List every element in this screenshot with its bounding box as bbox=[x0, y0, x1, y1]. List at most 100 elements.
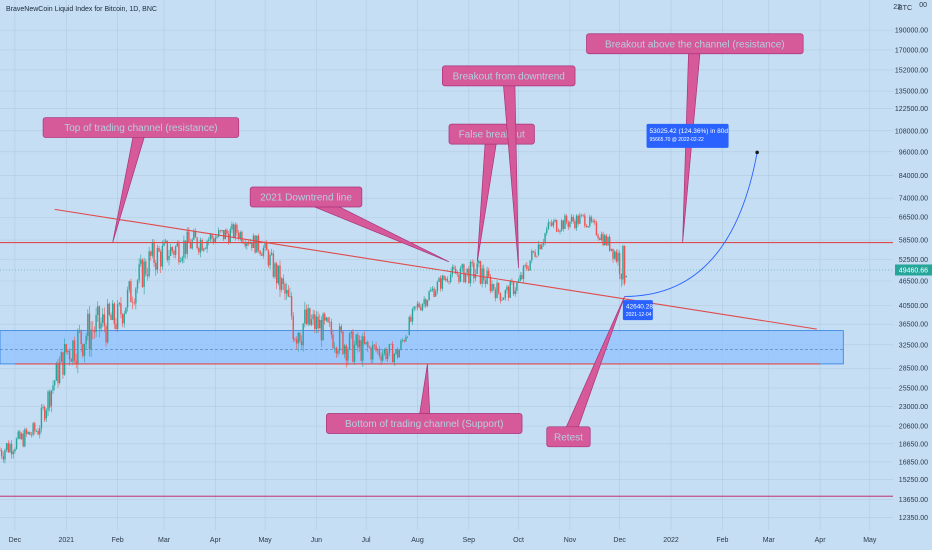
projection-endpoint bbox=[755, 150, 759, 155]
candle-body bbox=[85, 336, 87, 344]
candle-body bbox=[338, 326, 341, 351]
candle-body bbox=[567, 222, 569, 227]
candle-body bbox=[610, 248, 613, 251]
candle-body bbox=[623, 245, 626, 284]
candles bbox=[0, 212, 627, 464]
candle-body bbox=[562, 220, 565, 229]
candle-body bbox=[395, 349, 397, 354]
candle-body bbox=[0, 450, 3, 457]
candle-body bbox=[213, 238, 215, 243]
candle-body bbox=[565, 215, 568, 223]
candle-body bbox=[408, 317, 410, 335]
candle-body bbox=[77, 330, 79, 365]
candle-body bbox=[458, 274, 460, 282]
candle-body bbox=[88, 313, 91, 350]
x-tick-label: May bbox=[863, 537, 877, 544]
x-tick-label: Apr bbox=[815, 537, 827, 544]
x-tick-label: Jul bbox=[362, 537, 371, 544]
candle-body bbox=[37, 431, 39, 435]
candle-body bbox=[529, 260, 531, 271]
candle-body bbox=[12, 451, 14, 455]
candle-body bbox=[449, 274, 452, 282]
candle-body bbox=[39, 428, 41, 435]
candle-body bbox=[198, 248, 200, 253]
candle-body bbox=[390, 343, 392, 345]
candle-body bbox=[526, 265, 528, 270]
candle-body bbox=[595, 222, 598, 236]
y-edge-label: 22 bbox=[893, 4, 901, 11]
candle-body bbox=[579, 215, 581, 224]
candle-body bbox=[280, 278, 283, 290]
candle-body bbox=[317, 316, 319, 329]
projection-curve bbox=[624, 152, 758, 297]
y-tick-label: 13650.00 bbox=[899, 497, 928, 504]
candle-body bbox=[224, 229, 227, 240]
candle-body bbox=[618, 252, 621, 274]
candle-body bbox=[365, 341, 367, 344]
chart-title: BraveNewCoin Liquid Index for Bitcoin, 1… bbox=[6, 6, 157, 13]
y-tick-label: 23000.00 bbox=[899, 404, 928, 411]
candle-body bbox=[254, 235, 256, 253]
candle-body bbox=[560, 220, 563, 231]
x-tick-label: Dec bbox=[9, 537, 22, 544]
candle-body bbox=[483, 268, 485, 281]
y-edge-label: 00 bbox=[919, 2, 927, 9]
y-tick-label: 20600.00 bbox=[899, 424, 928, 431]
candle-body bbox=[400, 340, 402, 350]
callouts: Top of trading channel (resistance) 2021 … bbox=[42, 33, 804, 448]
candle-body bbox=[217, 230, 220, 237]
candle-body bbox=[110, 314, 112, 320]
candle-body bbox=[244, 243, 246, 246]
x-tick-label: Jun bbox=[311, 537, 322, 544]
candle-body bbox=[575, 215, 578, 229]
candle-body bbox=[111, 303, 114, 320]
candle-body bbox=[164, 240, 167, 243]
x-tick-label: Nov bbox=[564, 537, 577, 544]
candle-body bbox=[441, 275, 444, 289]
candle-body bbox=[594, 220, 596, 223]
measure-box bbox=[622, 300, 653, 321]
candle-body bbox=[451, 267, 453, 275]
candle-body bbox=[287, 289, 289, 297]
candle-body bbox=[295, 339, 298, 344]
candle-body bbox=[256, 235, 258, 253]
candle-body bbox=[68, 350, 71, 360]
candle-body bbox=[135, 288, 137, 304]
candle-body bbox=[138, 264, 140, 281]
candle-body bbox=[50, 390, 53, 406]
y-tick-label: 58500.00 bbox=[899, 238, 928, 245]
candle-body bbox=[388, 344, 391, 353]
candle-body bbox=[493, 284, 495, 290]
candle-body bbox=[294, 339, 296, 340]
candle-body bbox=[378, 349, 381, 356]
candle-body bbox=[539, 244, 541, 250]
candle-body bbox=[277, 265, 280, 284]
y-tick-label: 40500.00 bbox=[899, 303, 928, 310]
candle-body bbox=[549, 222, 551, 223]
candle-body bbox=[57, 363, 59, 384]
candle-body bbox=[464, 272, 467, 283]
candle-body bbox=[146, 274, 149, 277]
candle-body bbox=[30, 434, 33, 436]
y-tick-label: 18650.00 bbox=[899, 441, 928, 448]
candle-body bbox=[262, 247, 265, 256]
candle-body bbox=[385, 349, 387, 360]
candle-body bbox=[113, 303, 116, 324]
measure-line-2: 2021-12-04 bbox=[626, 312, 652, 318]
candle-body bbox=[103, 314, 106, 327]
candle-body bbox=[496, 282, 498, 299]
candle-body bbox=[292, 315, 294, 340]
candle-body bbox=[130, 281, 132, 303]
candle-body bbox=[199, 239, 202, 253]
candle-body bbox=[300, 341, 303, 346]
candle-body bbox=[221, 230, 223, 231]
candle-body bbox=[181, 257, 183, 261]
candle-body bbox=[302, 323, 304, 346]
candle-body bbox=[332, 334, 334, 348]
candle-body bbox=[360, 340, 362, 361]
candle-body bbox=[531, 250, 533, 261]
candle-body bbox=[116, 304, 119, 329]
candle-body bbox=[67, 350, 69, 353]
candle-body bbox=[5, 443, 8, 450]
